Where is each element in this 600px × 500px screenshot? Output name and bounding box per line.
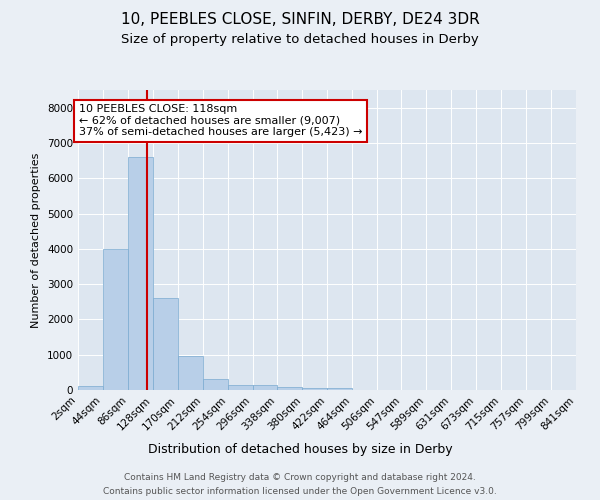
Bar bbox=[203, 378, 227, 390]
Bar bbox=[302, 388, 327, 390]
Bar bbox=[277, 387, 302, 390]
Text: 10 PEEBLES CLOSE: 118sqm
← 62% of detached houses are smaller (9,007)
37% of sem: 10 PEEBLES CLOSE: 118sqm ← 62% of detach… bbox=[79, 104, 362, 138]
Text: 10, PEEBLES CLOSE, SINFIN, DERBY, DE24 3DR: 10, PEEBLES CLOSE, SINFIN, DERBY, DE24 3… bbox=[121, 12, 479, 28]
Text: Contains HM Land Registry data © Crown copyright and database right 2024.: Contains HM Land Registry data © Crown c… bbox=[124, 472, 476, 482]
Text: Size of property relative to detached houses in Derby: Size of property relative to detached ho… bbox=[121, 32, 479, 46]
Bar bbox=[178, 356, 203, 390]
Bar bbox=[227, 384, 253, 390]
Text: Distribution of detached houses by size in Derby: Distribution of detached houses by size … bbox=[148, 442, 452, 456]
Bar bbox=[253, 386, 277, 390]
Text: Contains public sector information licensed under the Open Government Licence v3: Contains public sector information licen… bbox=[103, 488, 497, 496]
Bar bbox=[78, 386, 103, 390]
Y-axis label: Number of detached properties: Number of detached properties bbox=[31, 152, 41, 328]
Bar bbox=[153, 298, 178, 390]
Bar bbox=[327, 388, 352, 390]
Bar bbox=[103, 249, 128, 390]
Bar bbox=[128, 157, 153, 390]
